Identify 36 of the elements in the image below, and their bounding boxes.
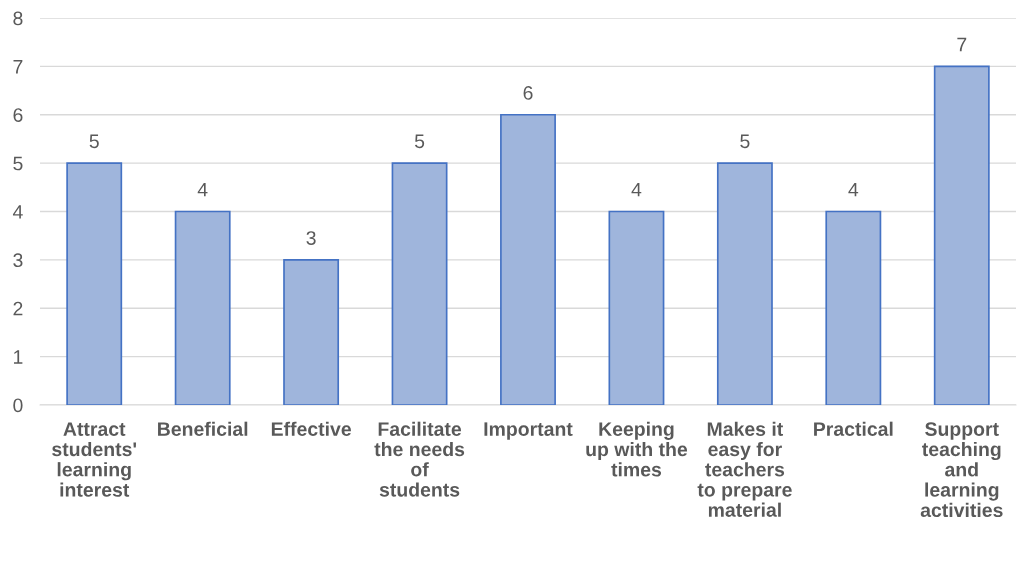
x-tick-label: Attract students' learning interest [52, 422, 137, 497]
data-label: 6 [523, 86, 533, 100]
y-tick-label: 6 [13, 108, 23, 122]
y-tick-label: 1 [14, 350, 23, 364]
bar [825, 210, 882, 405]
data-label: 4 [631, 182, 642, 197]
bar [391, 162, 448, 405]
bar [66, 162, 123, 405]
x-tick-label: Facilitate the needs of students [374, 421, 465, 497]
data-label: 7 [957, 37, 967, 52]
y-tick-label: 7 [13, 60, 23, 74]
bar [933, 65, 990, 405]
bar [500, 113, 556, 405]
y-tick-label: 5 [13, 156, 23, 171]
data-label: 5 [740, 134, 750, 149]
x-tick-label: Makes it easy for teachers to prepare material [697, 421, 792, 517]
x-tick-label: Beneficial [158, 421, 248, 436]
y-tick-label: 8 [13, 11, 23, 26]
x-tick-label: Practical [814, 421, 893, 436]
data-label: 5 [89, 134, 99, 149]
x-tick-label: Keeping up with the times [586, 421, 688, 477]
bar [174, 210, 231, 405]
y-tick-label: 0 [13, 398, 23, 413]
x-tick-label: Important [484, 422, 573, 440]
x-tick-label: Effective [271, 421, 351, 436]
bar [716, 162, 773, 405]
bar [283, 259, 340, 405]
data-label: 4 [848, 182, 859, 197]
x-tick-label: Support teaching and learning activities [920, 422, 1003, 518]
bar [608, 210, 665, 405]
y-tick-label: 4 [12, 205, 23, 219]
y-tick-label: 2 [13, 301, 23, 316]
y-tick-label: 3 [13, 253, 23, 268]
data-label: 4 [197, 182, 208, 197]
data-label: 5 [414, 134, 425, 149]
data-label: 3 [306, 231, 316, 245]
